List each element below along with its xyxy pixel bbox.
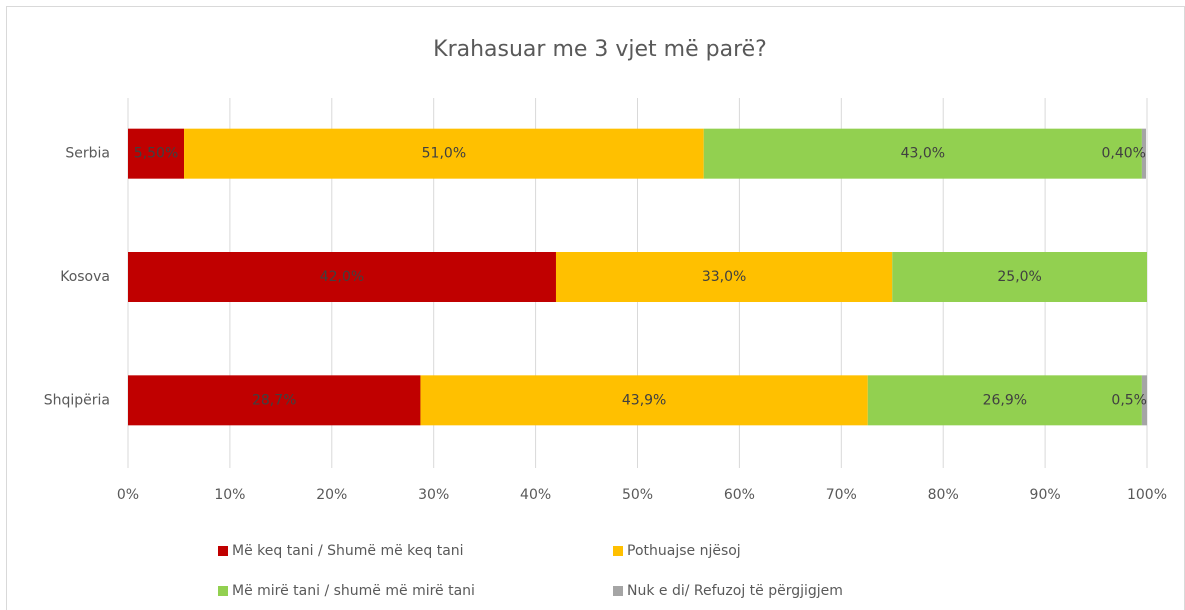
x-tick-label: 30%: [418, 487, 449, 503]
x-tick-label: 20%: [316, 487, 347, 503]
y-tick-label: Serbia: [65, 146, 110, 162]
bar-segment: [1141, 128, 1146, 179]
data-label: 33,0%: [702, 269, 746, 285]
x-tick-label: 0%: [117, 487, 139, 503]
x-tick-label: 70%: [826, 487, 857, 503]
x-tick-label: 40%: [520, 487, 551, 503]
chart-title: Krahasuar me 3 vjet më parë?: [433, 37, 767, 62]
bar-segment: [867, 375, 1142, 426]
data-label: 43,9%: [622, 392, 666, 408]
x-tick-label: 60%: [724, 487, 755, 503]
bar-segment: [184, 128, 704, 179]
bar-segment: [555, 252, 893, 302]
bar-segment: [128, 128, 185, 179]
legend-label: Pothuajse njësoj: [627, 543, 741, 559]
bar-segment: [703, 128, 1142, 179]
bar-segment: [420, 375, 868, 426]
data-label: 26,9%: [983, 392, 1027, 408]
chart-frame: [6, 6, 1185, 610]
y-tick-label: Shqipëria: [44, 392, 110, 408]
x-tick-label: 10%: [214, 487, 245, 503]
data-label: 28,7%: [252, 392, 296, 408]
data-label: 42,0%: [320, 269, 364, 285]
data-label: 43,0%: [901, 146, 945, 162]
data-label: 51,0%: [422, 146, 466, 162]
legend-swatch: [613, 586, 623, 596]
bar-segment: [128, 252, 556, 302]
data-label: 0,40%: [1101, 146, 1145, 162]
legend-swatch: [218, 586, 228, 596]
x-tick-label: 100%: [1127, 487, 1167, 503]
y-tick-label: Kosova: [60, 269, 110, 285]
bar-segment: [128, 375, 421, 426]
legend-swatch: [613, 546, 623, 556]
legend-label: Më mirë tani / shumë më mirë tani: [232, 583, 475, 599]
data-label: 25,0%: [997, 269, 1041, 285]
x-tick-label: 90%: [1030, 487, 1061, 503]
bar-segment: [1141, 375, 1147, 426]
x-tick-label: 50%: [622, 487, 653, 503]
x-tick-label: 80%: [928, 487, 959, 503]
data-label: 0,5%: [1111, 392, 1147, 408]
bar-segment: [892, 252, 1147, 302]
data-label: 5,50%: [134, 146, 178, 162]
legend-label: Më keq tani / Shumë më keq tani: [232, 543, 464, 559]
legend-label: Nuk e di/ Refuzoj të përgjigjem: [627, 583, 843, 599]
legend-swatch: [218, 546, 228, 556]
